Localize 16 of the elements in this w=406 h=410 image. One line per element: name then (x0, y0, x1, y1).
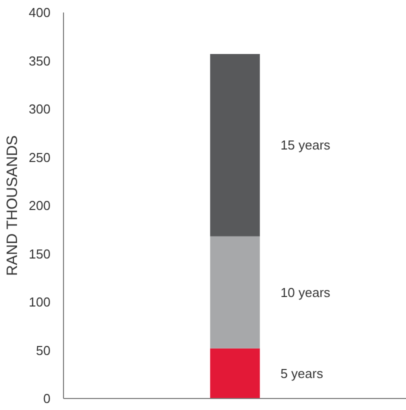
bar (210, 236, 260, 348)
series-label: 10 years (280, 284, 331, 300)
bar (210, 348, 260, 398)
y-tick-label: 100 (28, 294, 51, 310)
series-label: 5 years (280, 366, 324, 381)
y-tick-label: 0 (43, 391, 51, 406)
y-tick-label: 350 (28, 53, 51, 68)
y-tick-label: 200 (28, 198, 51, 213)
y-axis-title: RAND THOUSANDS (4, 135, 21, 276)
series-label: 15 years (280, 138, 331, 153)
bar (210, 54, 260, 236)
y-tick-label: 250 (28, 150, 51, 165)
y-tick-label: 400 (28, 5, 51, 20)
y-tick-label: 150 (28, 246, 51, 262)
y-tick-label: 50 (36, 342, 51, 358)
y-tick-label: 300 (28, 102, 51, 116)
